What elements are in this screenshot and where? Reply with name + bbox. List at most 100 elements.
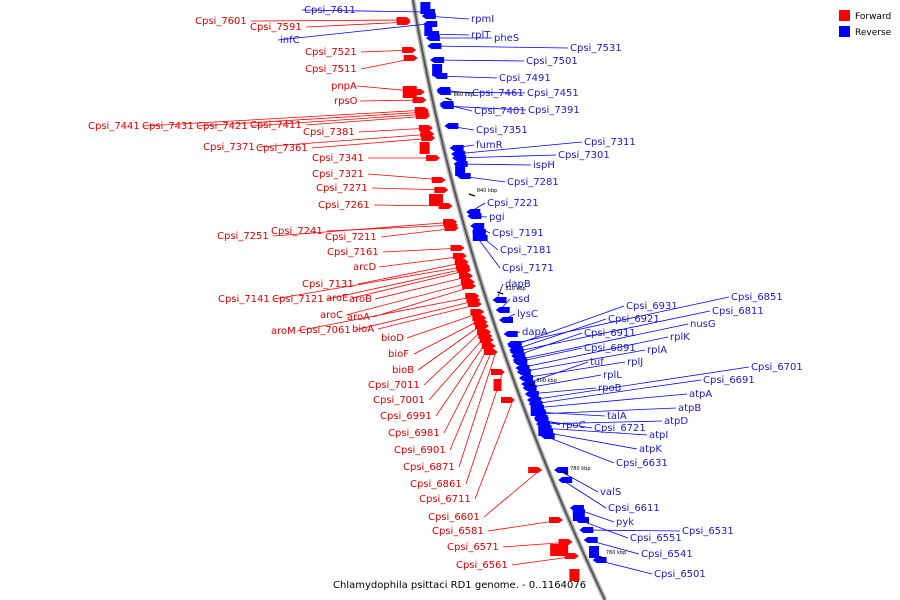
reverse-leader-line — [301, 9, 426, 13]
reverse-gene-label: Cpsi_7391 — [528, 105, 580, 116]
forward-gene-label: Cpsi_7141 — [218, 294, 270, 305]
reverse-gene-arrow — [470, 223, 485, 229]
reverse-leader-line — [429, 33, 470, 36]
forward-leader-line — [378, 255, 465, 268]
forward-gene-arrow — [467, 301, 482, 307]
forward-gene-label: Cpsi_7361 — [256, 143, 308, 154]
forward-leader-line — [423, 325, 488, 386]
forward-gene-label: Cpsi_7381 — [303, 127, 355, 138]
reverse-leader-line — [475, 231, 499, 251]
forward-leader-line — [326, 224, 456, 232]
forward-gene-label: Cpsi_6601 — [428, 512, 480, 523]
kbp-label: 780 kbp — [570, 466, 590, 472]
reverse-gene-label: Cpsi_7171 — [502, 263, 554, 274]
forward-leader-line — [374, 275, 472, 300]
reverse-leader-line — [538, 419, 593, 429]
forward-gene-block — [569, 569, 580, 581]
forward-gene-label: Cpsi_7121 — [272, 294, 324, 305]
reverse-gene-label: talA — [607, 411, 627, 422]
reverse-leader-line — [477, 237, 501, 269]
reverse-gene-label: Cpsi_7501 — [526, 56, 578, 67]
reverse-gene-label: pheS — [494, 33, 519, 44]
reverse-leader-line — [512, 318, 607, 351]
reverse-leader-line — [425, 15, 470, 20]
forward-leader-line — [428, 331, 490, 401]
reverse-leader-line — [526, 374, 602, 389]
reverse-gene-label: Cpsi_7451 — [527, 88, 579, 99]
reverse-gene-label: rpoC — [562, 420, 586, 431]
reverse-gene-label: atpA — [689, 389, 712, 400]
reverse-leader-line — [510, 296, 730, 345]
forward-gene-label: Cpsi_6991 — [380, 411, 432, 422]
forward-gene-label: Cpsi_7261 — [318, 200, 370, 211]
reverse-gene-label: Cpsi_7301 — [558, 150, 610, 161]
reverse-leader-line — [470, 202, 486, 213]
kbp-tick — [561, 471, 569, 475]
forward-leader-line — [377, 303, 480, 330]
reverse-gene-label: rplL — [603, 370, 622, 381]
forward-gene-label: Cpsi_7511 — [305, 64, 357, 75]
forward-gene-label: bioD — [381, 333, 404, 344]
forward-gene-label: Cpsi_7341 — [312, 153, 364, 164]
reverse-leader-line — [557, 469, 599, 493]
reverse-gene-arrow — [449, 145, 464, 151]
reverse-gene-label: dapA — [522, 327, 548, 338]
forward-leader-line — [474, 399, 514, 500]
reverse-gene-arrow — [495, 307, 510, 313]
forward-gene-arrow — [458, 273, 473, 279]
forward-leader-line — [373, 204, 451, 207]
reverse-leader-line — [437, 75, 498, 79]
reverse-gene-arrow — [503, 331, 518, 337]
forward-gene-label: Cpsi_6711 — [419, 494, 471, 505]
forward-gene-label: Cpsi_7131 — [302, 279, 354, 290]
forward-leader-line — [502, 541, 571, 548]
forward-gene-arrow — [421, 135, 436, 141]
kbp-label: 760 kbp — [606, 550, 626, 556]
reverse-leader-line — [540, 420, 663, 425]
forward-leader-line — [358, 127, 431, 133]
forward-leader-line — [351, 269, 470, 299]
forward-leader-line — [296, 295, 478, 332]
forward-gene-arrow — [490, 369, 505, 375]
reverse-gene-arrow — [444, 123, 459, 129]
forward-leader-line — [345, 281, 473, 316]
legend-reverse-label: Reverse — [855, 28, 892, 38]
forward-leader-line — [406, 311, 483, 339]
forward-leader-line — [357, 261, 467, 285]
forward-gene-label: Cpsi_7441 — [88, 121, 140, 132]
kbp-tick — [597, 555, 605, 559]
forward-leader-line — [305, 21, 409, 28]
kbp-tick — [497, 291, 504, 295]
reverse-gene-label: Cpsi_6931 — [626, 301, 678, 312]
reverse-leader-line — [573, 507, 615, 523]
reverse-leader-line — [530, 366, 750, 401]
forward-gene-label: aroM — [271, 326, 296, 337]
reverse-leader-line — [440, 91, 526, 94]
forward-gene-arrow — [501, 397, 515, 403]
reverse-gene-label: fumR — [476, 140, 503, 151]
forward-leader-line — [356, 85, 423, 93]
forward-leader-line — [250, 19, 409, 22]
reverse-gene-block — [455, 164, 466, 176]
forward-leader-line — [487, 519, 562, 532]
reverse-gene-label: infC — [280, 35, 300, 46]
forward-leader-line — [359, 99, 425, 102]
reverse-leader-line — [515, 332, 583, 357]
reverse-gene-label: valS — [600, 487, 621, 498]
reverse-gene-label: tuf — [590, 357, 604, 368]
reverse-gene-label: Cpsi_6721 — [594, 423, 646, 434]
forward-leader-line — [360, 57, 416, 70]
reverse-gene-label: Cpsi_7531 — [570, 43, 622, 54]
forward-leader-line — [511, 555, 577, 566]
reverse-gene-label: Cpsi_6531 — [682, 526, 734, 537]
forward-gene-label: Cpsi_6981 — [388, 428, 440, 439]
reverse-leader-line — [496, 283, 504, 301]
reverse-gene-label: Cpsi_7401 — [474, 106, 526, 117]
forward-gene-label: Cpsi_6571 — [447, 542, 499, 553]
forward-gene-block — [493, 379, 502, 391]
forward-gene-label: aroC — [320, 310, 343, 321]
forward-gene-label: arcD — [353, 262, 377, 273]
forward-leader-line — [197, 111, 428, 127]
forward-leader-line — [251, 113, 428, 127]
reverse-leader-line — [536, 407, 677, 415]
